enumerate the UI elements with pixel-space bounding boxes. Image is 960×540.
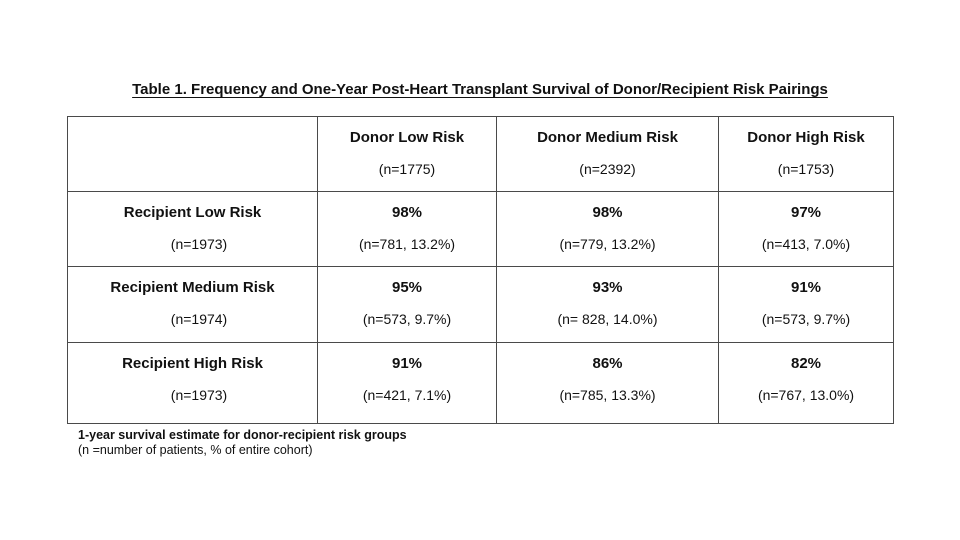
row-header-recipient-low: Recipient Low Risk (n=1973) <box>67 191 318 267</box>
column-header-donor-low: Donor Low Risk (n=1775) <box>317 116 497 192</box>
cell-detail: (n= 828, 14.0%) <box>557 311 658 327</box>
survival-value: 98% <box>391 204 423 221</box>
survival-value: 95% <box>391 279 423 296</box>
column-header-donor-medium: Donor Medium Risk (n=2392) <box>496 116 719 192</box>
table-row-recipient-low: Recipient Low Risk (n=1973) 98% (n=781, … <box>67 191 894 267</box>
cell-detail: (n=413, 7.0%) <box>761 236 851 252</box>
row-header-label: Recipient Low Risk <box>123 204 262 221</box>
row-header-label: Recipient High Risk <box>122 355 263 372</box>
table-row-recipient-medium: Recipient Medium Risk (n=1974) 95% (n=57… <box>67 266 894 343</box>
cell-rhigh-dmedium: 86% (n=785, 13.3%) <box>496 342 719 424</box>
survival-value: 91% <box>790 279 822 296</box>
row-header-n: (n=1973) <box>170 387 228 403</box>
cell-rlow-dmedium: 98% (n=779, 13.2%) <box>496 191 719 267</box>
survival-value: 97% <box>790 204 822 221</box>
column-header-label: Donor Low Risk <box>349 129 465 146</box>
table-row-recipient-high: Recipient High Risk (n=1973) 91% (n=421,… <box>67 342 894 424</box>
cell-rmedium-dhigh: 91% (n=573, 9.7%) <box>718 266 894 343</box>
footnote-line-2: (n =number of patients, % of entire coho… <box>78 443 313 457</box>
footnote: 1-year survival estimate for donor-recip… <box>78 428 407 458</box>
column-header-label: Donor Medium Risk <box>537 129 678 146</box>
survival-value: 91% <box>391 355 423 372</box>
cell-detail: (n=767, 13.0%) <box>757 387 855 403</box>
cell-detail: (n=421, 7.1%) <box>362 387 452 403</box>
row-header-recipient-high: Recipient High Risk (n=1973) <box>67 342 318 424</box>
cell-rhigh-dhigh: 82% (n=767, 13.0%) <box>718 342 894 424</box>
column-header-donor-high: Donor High Risk (n=1753) <box>718 116 894 192</box>
cell-detail: (n=779, 13.2%) <box>559 236 656 252</box>
survival-value: 82% <box>790 355 822 372</box>
column-header-n: (n=2392) <box>579 161 636 177</box>
column-header-label: Donor High Risk <box>747 129 865 146</box>
row-header-recipient-medium: Recipient Medium Risk (n=1974) <box>67 266 318 343</box>
survival-value: 98% <box>592 204 623 221</box>
row-header-n: (n=1974) <box>170 311 228 327</box>
cell-rmedium-dmedium: 93% (n= 828, 14.0%) <box>496 266 719 343</box>
cell-detail: (n=781, 13.2%) <box>358 236 456 252</box>
header-row: Donor Low Risk (n=1775) Donor Medium Ris… <box>67 116 894 192</box>
cell-detail: (n=785, 13.3%) <box>559 387 656 403</box>
table-title: Table 1. Frequency and One-Year Post-Hea… <box>132 81 828 98</box>
cell-rlow-dlow: 98% (n=781, 13.2%) <box>317 191 497 267</box>
survival-value: 93% <box>592 279 623 296</box>
footnote-line-1: 1-year survival estimate for donor-recip… <box>78 428 407 442</box>
column-header-n: (n=1775) <box>378 161 436 177</box>
cell-rhigh-dlow: 91% (n=421, 7.1%) <box>317 342 497 424</box>
corner-cell <box>67 116 318 192</box>
risk-pairings-table: Donor Low Risk (n=1775) Donor Medium Ris… <box>67 116 894 424</box>
cell-rmedium-dlow: 95% (n=573, 9.7%) <box>317 266 497 343</box>
row-header-label: Recipient Medium Risk <box>110 279 275 296</box>
column-header-n: (n=1753) <box>777 161 835 177</box>
cell-rlow-dhigh: 97% (n=413, 7.0%) <box>718 191 894 267</box>
survival-value: 86% <box>592 355 623 372</box>
cell-detail: (n=573, 9.7%) <box>362 311 452 327</box>
cell-detail: (n=573, 9.7%) <box>761 311 851 327</box>
row-header-n: (n=1973) <box>170 236 228 252</box>
